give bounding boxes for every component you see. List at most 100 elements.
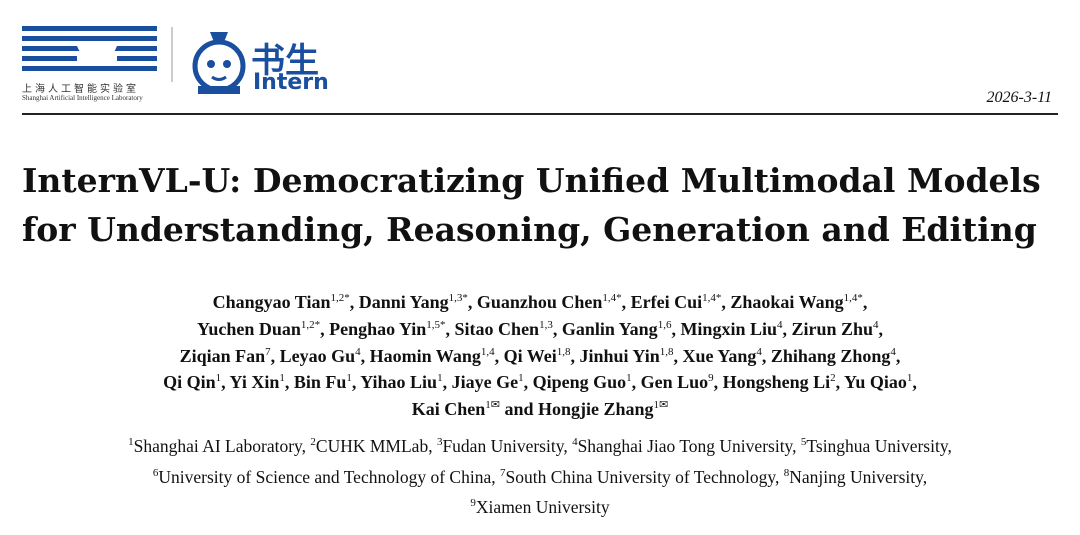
author-affil-mark: 1 — [518, 372, 524, 385]
author-name: Ziqian Fan — [179, 345, 266, 366]
separator: , — [494, 345, 504, 366]
separator: , — [491, 466, 500, 487]
authors: Changyao Tian1,2*, Danni Yang1,3*, Guanz… — [0, 289, 1080, 423]
author-affil-mark: 4 — [756, 345, 762, 358]
author-affil-mark: 1 — [437, 372, 443, 385]
author-line: Kai Chen1✉ and Hongjie Zhang1✉ — [0, 396, 1080, 423]
separator: , — [523, 372, 533, 393]
affiliation-name: University of Science and Technology of … — [158, 466, 492, 487]
author-affil-mark: 1,8 — [659, 345, 674, 358]
separator: , — [774, 466, 784, 487]
affiliation-number: 6 — [152, 466, 159, 479]
author-name: Jiaye Ge — [451, 372, 519, 393]
author-name: Leyao Gu — [279, 345, 356, 366]
affiliation-name: CUHK MMLab — [315, 436, 429, 456]
author-affil-mark: 1 — [346, 372, 352, 385]
affiliation-number: 4 — [572, 436, 578, 449]
author-name: Yuchen Duan — [196, 318, 301, 339]
author-name: Mingxin Liu — [680, 318, 777, 339]
author-name: Qi Qin — [163, 372, 216, 393]
separator: , — [721, 292, 731, 312]
lab-logo — [22, 26, 173, 82]
affiliation-name: Shanghai Jiao Tong University — [577, 436, 793, 456]
affiliation-number: 7 — [499, 466, 506, 479]
title-line: for Understanding, Reasoning, Generation… — [22, 210, 1037, 249]
author-affil-mark: 1,5* — [426, 318, 446, 331]
affiliation-name: Fudan University — [442, 436, 564, 456]
affiliation-line: 6University of Science and Technology of… — [0, 462, 1080, 493]
author-affil-mark: 4 — [776, 318, 783, 331]
separator: , — [320, 318, 330, 339]
author-name: Zhaokai Wang — [730, 292, 844, 312]
author-name: Erfei Cui — [630, 292, 703, 312]
separator: and — [499, 399, 538, 420]
author-affil-mark: 1,2* — [300, 318, 321, 331]
author-name: Yi Xin — [229, 372, 280, 393]
header-rule — [22, 113, 1058, 115]
separator: , — [912, 372, 917, 393]
separator: , — [221, 372, 230, 393]
affiliation-number: 9 — [470, 497, 476, 510]
author-name: Danni Yang — [358, 292, 449, 312]
author-affil-mark: 1,8 — [556, 345, 571, 358]
author-line: Qi Qin1, Yi Xin1, Bin Fu1, Yihao Liu1, J… — [0, 369, 1080, 396]
separator: , — [552, 318, 562, 339]
separator: , — [792, 436, 801, 456]
lab-name-cn: 上海人工智能实验室 — [22, 84, 139, 95]
affiliations: 1Shanghai AI Laboratory, 2CUHK MMLab, 3F… — [0, 431, 1080, 523]
separator: , — [360, 345, 370, 366]
affiliation-name: Shanghai AI Laboratory — [133, 436, 302, 456]
author-affil-mark: 7 — [265, 345, 271, 358]
separator: , — [713, 372, 723, 393]
separator: , — [563, 436, 573, 456]
author-affil-mark: 1 — [906, 372, 913, 385]
affiliation-number: 5 — [800, 436, 807, 449]
author-line: Ziqian Fan7, Leyao Gu4, Haomin Wang1,4, … — [0, 343, 1080, 370]
title: InternVL-U: Democratizing Unified Multim… — [22, 156, 1041, 254]
separator: , — [270, 345, 280, 366]
separator: , — [621, 292, 631, 312]
author-name: Ganlin Yang — [561, 318, 658, 339]
author-name: Qi Wei — [503, 345, 557, 366]
separator: , — [445, 318, 455, 339]
author-affil-mark: 1,2* — [330, 292, 350, 304]
author-affil-mark: 9 — [708, 372, 714, 385]
separator: , — [301, 436, 311, 456]
separator: , — [761, 345, 771, 366]
author-affil-mark: 1✉ — [485, 399, 500, 412]
separator: , — [467, 292, 477, 312]
author-name: Xue Yang — [682, 345, 757, 366]
author-name: Sitao Chen — [454, 318, 540, 339]
affiliation-name: South China University of Technology — [505, 466, 775, 487]
separator: , — [442, 372, 452, 393]
separator: , — [351, 372, 361, 393]
author-affil-mark: 4 — [890, 345, 896, 358]
separator: , — [349, 292, 359, 312]
author-name: Guanzhou Chen — [476, 292, 603, 312]
affiliation-name: Tsinghua University — [806, 436, 948, 456]
separator: , — [922, 466, 928, 487]
separator: , — [631, 372, 641, 393]
author-affil-mark: 1,4* — [602, 292, 622, 304]
author-affil-mark: 1,6 — [657, 318, 672, 331]
author-line: Changyao Tian1,2*, Danni Yang1,3*, Guanz… — [0, 289, 1080, 316]
author-name: Haomin Wang — [369, 345, 481, 366]
affiliation-number: 8 — [783, 466, 790, 479]
author-name: Hongjie Zhang — [538, 399, 654, 420]
separator: , — [570, 345, 580, 366]
separator: , — [284, 372, 294, 393]
brand-en: Intern — [253, 70, 329, 95]
author-affil-mark: 4 — [873, 318, 879, 331]
brand-cn: 书生 — [251, 41, 319, 81]
affiliation-line: 1Shanghai AI Laboratory, 2CUHK MMLab, 3F… — [0, 431, 1080, 462]
author-name: Qipeng Guo — [532, 372, 627, 393]
author-name: Zirun Zhu — [791, 318, 874, 339]
separator: , — [673, 345, 683, 366]
author-name: Penghao Yin — [329, 318, 427, 339]
separator: , — [671, 318, 681, 339]
author-line: Yuchen Duan1,2*, Penghao Yin1,5*, Sitao … — [0, 316, 1080, 343]
mascot-logo — [192, 32, 246, 94]
separator: , — [947, 436, 952, 456]
author-name: Zhihang Zhong — [770, 345, 891, 366]
separator: , — [878, 318, 884, 339]
